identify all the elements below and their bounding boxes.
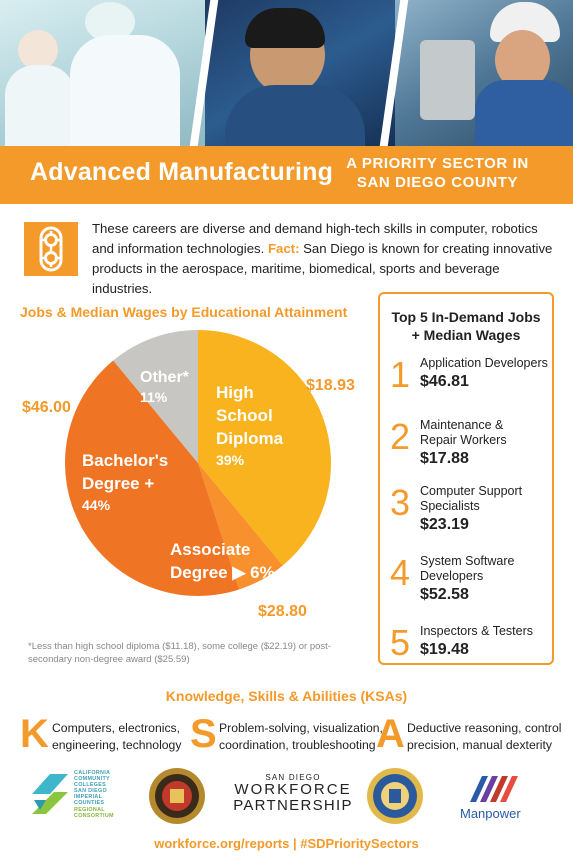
photo-technician — [205, 0, 395, 146]
slice-label: Associate — [170, 540, 250, 559]
ksa-line: precision, manual dexterity — [407, 738, 552, 752]
job-rank: 3 — [390, 482, 411, 523]
fact-label: Fact: — [267, 241, 300, 256]
ksa-line: Problem-solving, visualization, — [219, 721, 383, 735]
pie-slice — [198, 330, 332, 566]
pie-slice — [113, 330, 198, 463]
footer-link[interactable]: workforce.org/reports | #SDPrioritySecto… — [154, 836, 419, 851]
title-banner — [0, 146, 573, 204]
intro-text: These careers are diverse and demand hig… — [92, 221, 538, 256]
ksa-text: Deductive reasoning, control precision, … — [407, 720, 561, 754]
county-seal-logo — [148, 767, 206, 830]
pie-chart: High School Diploma 39% $18.93 Associate Degre… — [22, 330, 355, 620]
intro-paragraph: These careers are diverse and demand hig… — [92, 219, 562, 299]
ccc-line: REGIONAL — [74, 806, 105, 813]
slice-label: Diploma — [216, 429, 284, 448]
gears-icon — [24, 222, 78, 276]
slice-percent: 44% — [82, 497, 111, 513]
top-jobs-title: Top 5 In-Demand Jobs + Median Wages — [386, 308, 546, 344]
job-wage: $17.88 — [420, 450, 469, 467]
ksa-line: coordination, troubleshooting — [219, 738, 376, 752]
job-name: Application Developers — [420, 356, 548, 370]
ksa-letter: S — [190, 712, 217, 756]
job-name: System Software Developers — [420, 554, 515, 583]
wp-line: SAN DIEGO — [265, 773, 321, 782]
photo-lab-workers — [0, 0, 205, 146]
ccc-line: COLLEGES — [74, 782, 107, 789]
fact-text: San Diego is known for creating innovati… — [92, 241, 553, 296]
slice-label: High — [216, 383, 254, 402]
ksa-title: Knowledge, Skills & Abilities (KSAs) — [165, 688, 408, 704]
page-title: Advanced Manufacturing — [30, 158, 334, 186]
ksa-line: Computers, electronics, — [52, 721, 181, 735]
slice-label: School — [216, 406, 273, 425]
job-wage: $46.81 — [420, 373, 469, 390]
ksa-letter: A — [376, 712, 405, 756]
job-name: Inspectors & Testers — [420, 624, 534, 638]
subtitle-line: SAN DIEGO COUNTY — [356, 174, 519, 191]
slice-percent: 11% — [140, 389, 168, 405]
wp-line: WORKFORCE — [234, 781, 352, 798]
page-subtitle: A PRIORITY SECTOR IN SAN DIEGO COUNTY — [330, 154, 545, 192]
ccc-line: SAN DIEGO — [74, 788, 107, 795]
ccc-line: CONSORTIUM — [74, 812, 114, 819]
ccc-line: CALIFORNIA — [74, 770, 111, 776]
top-jobs-title-line: + Median Wages — [411, 327, 521, 343]
slice-wage: $46.00 — [22, 399, 71, 416]
slice-label: Other* — [140, 369, 190, 386]
ksa-text: Computers, electronics, engineering, tec… — [52, 720, 181, 754]
workforce-partnership-logo: SAN DIEGO WORKFORCE PARTNERSHIP — [233, 773, 353, 814]
job-name: Computer Support Specialists — [420, 484, 523, 513]
chart-title: Jobs & Median Wages by Educational Attai… — [20, 304, 348, 320]
job-wage: $23.19 — [420, 516, 469, 533]
job-wage: $52.58 — [420, 586, 469, 603]
job-rank: 1 — [390, 354, 411, 395]
ksa-text: Problem-solving, visualization, coordina… — [219, 720, 383, 754]
job-rank: 5 — [390, 622, 411, 663]
city-seal-logo — [366, 767, 424, 830]
top-jobs-title-line: Top 5 In-Demand Jobs — [391, 309, 541, 325]
slice-label: Degree + — [82, 474, 154, 493]
header-photo-strip — [0, 0, 573, 146]
slice-percent: 39% — [216, 452, 245, 468]
slice-label: Bachelor's — [82, 451, 168, 470]
job-name: Maintenance & Repair Workers — [420, 418, 507, 447]
pie-slice — [65, 360, 240, 596]
slice-label: Degree ▶ 6% — [170, 563, 275, 582]
top-jobs-box — [378, 292, 554, 665]
ksa-line: engineering, technology — [52, 738, 182, 752]
wp-line: PARTNERSHIP — [233, 797, 353, 814]
ccc-line: COUNTIES — [74, 800, 105, 807]
chart-footnote: *Less than high school diploma ($11.18),… — [28, 641, 331, 665]
job-wage: $19.48 — [420, 641, 469, 658]
job-rank: 2 — [390, 416, 411, 457]
photo-machinist — [395, 0, 573, 146]
ksa-letter: K — [20, 712, 49, 756]
ksa-line: Deductive reasoning, control — [407, 721, 562, 735]
ccc-line: IMPERIAL — [74, 794, 103, 801]
subtitle-line: A PRIORITY SECTOR IN — [346, 155, 529, 172]
slice-wage: $18.93 — [306, 377, 355, 394]
job-rank: 4 — [390, 552, 411, 593]
ccc-line: COMMUNITY — [74, 776, 110, 783]
pie-slice — [198, 463, 283, 590]
slice-wage: $28.80 — [258, 603, 307, 620]
manpower-wordmark: Manpower — [460, 806, 521, 821]
